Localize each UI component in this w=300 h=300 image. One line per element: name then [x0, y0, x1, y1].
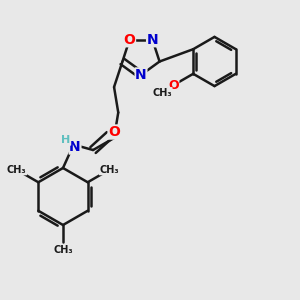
Text: N: N [135, 68, 147, 82]
Text: O: O [168, 79, 179, 92]
Text: CH₃: CH₃ [7, 165, 27, 175]
Text: H: H [61, 135, 71, 145]
Text: O: O [108, 125, 120, 139]
Text: CH₃: CH₃ [53, 245, 73, 255]
Text: CH₃: CH₃ [99, 165, 119, 175]
Text: N: N [147, 33, 158, 47]
Text: N: N [69, 140, 81, 154]
Text: O: O [124, 33, 136, 47]
Text: CH₃: CH₃ [152, 88, 172, 98]
